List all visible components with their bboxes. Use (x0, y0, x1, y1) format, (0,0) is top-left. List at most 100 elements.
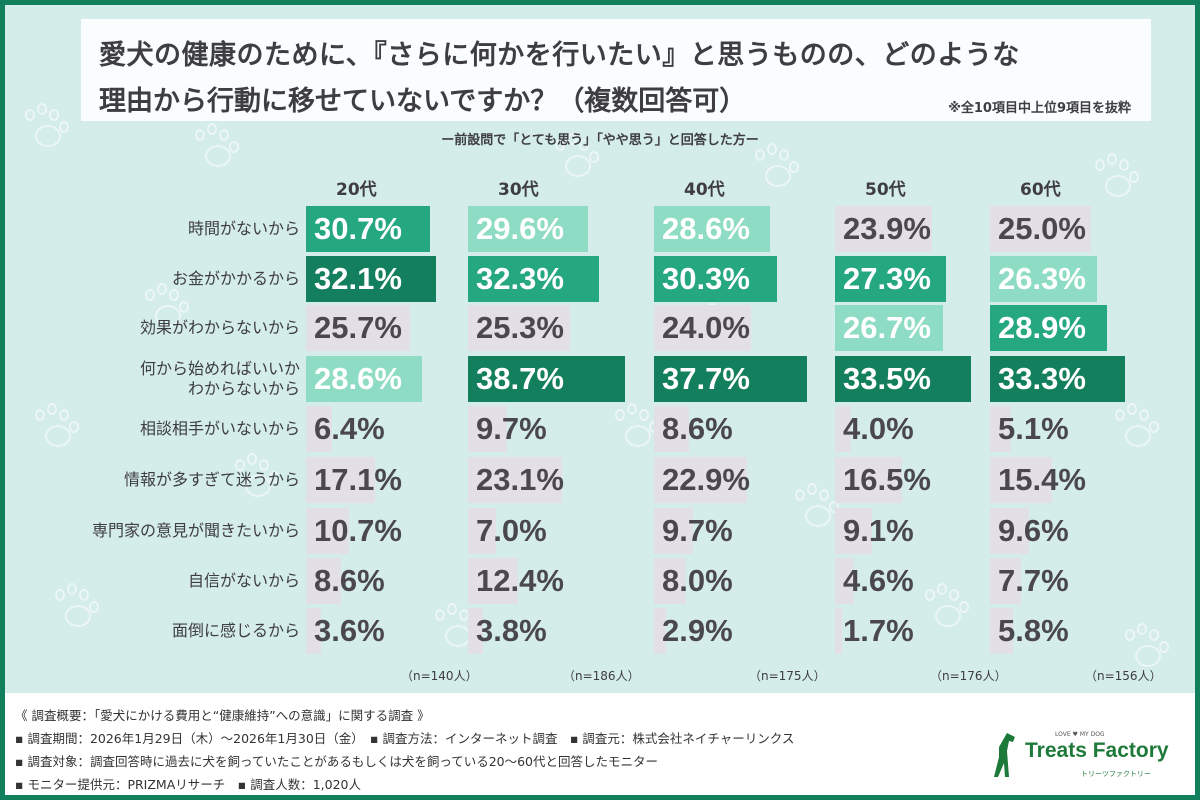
data-label: 30.7% (314, 211, 402, 246)
category-label: 何から始めればいいか わからないから (139, 359, 300, 398)
data-label: 1.7% (843, 613, 914, 648)
sample-size: （n=156人） (1085, 669, 1162, 683)
bar (654, 608, 666, 654)
paw-toe-icon (1139, 409, 1149, 421)
paw-toe-icon (435, 609, 445, 621)
title-line-2: 理由から行動に移せていないですか？（複数回答可） (99, 86, 747, 117)
bar (306, 457, 376, 503)
treats-factory-logo: LOVE ♥ MY DOG Treats Factory トリーツファクトリー (985, 727, 1185, 787)
paw-toe-icon (35, 409, 45, 421)
data-label: 23.1% (476, 462, 564, 497)
paw-toe-icon (1149, 629, 1159, 641)
paw-toe-icon (615, 409, 625, 421)
data-label: 3.8% (476, 613, 547, 648)
data-label: 25.3% (476, 310, 564, 345)
paw-toe-icon (1115, 409, 1125, 421)
bar (306, 256, 436, 302)
paw-toe-icon (1125, 629, 1135, 641)
paw-toe-icon (755, 149, 765, 161)
bar (835, 406, 852, 452)
bar (468, 305, 571, 351)
paw-print-icon (245, 475, 271, 497)
paw-toe-icon (195, 129, 205, 141)
bar (306, 558, 341, 604)
paw-toe-icon (47, 403, 57, 415)
data-label: 37.7% (662, 361, 750, 396)
data-label: 16.5% (843, 462, 931, 497)
paw-toe-icon (789, 161, 799, 173)
paw-print-icon (1125, 425, 1151, 447)
data-label: 3.6% (314, 613, 385, 648)
data-label: 27.3% (843, 261, 931, 296)
dog-silhouette-icon (994, 733, 1015, 777)
bar (306, 508, 350, 554)
sample-size: （n=176人） (930, 669, 1007, 683)
data-label: 12.4% (476, 563, 564, 598)
bar (654, 356, 807, 402)
age-group-header: 40代 (684, 180, 725, 200)
bar (990, 406, 1011, 452)
data-label: 9.7% (476, 411, 547, 446)
data-label: 24.0% (662, 310, 750, 345)
data-label: 28.9% (998, 310, 1086, 345)
paw-toe-icon (589, 151, 599, 163)
bar (468, 356, 625, 402)
bar (990, 608, 1014, 654)
paw-print-icon (65, 605, 91, 627)
bar (306, 305, 411, 351)
paw-toe-icon (555, 139, 565, 151)
infographic: 愛犬の健康のために、『さらに何かを行いたい』と思うものの、どのような 理由から行… (5, 5, 1195, 795)
bar (468, 508, 497, 554)
bar (990, 558, 1022, 604)
summary-heading: 《 調査概要：「愛犬にかける費用と“健康維持”への意識」に関する調査 》 (15, 708, 430, 723)
paw-toe-icon (37, 103, 47, 115)
bar (306, 206, 431, 252)
paw-toe-icon (779, 149, 789, 161)
age-group-header: 60代 (1020, 180, 1061, 200)
paw-toe-icon (25, 109, 35, 121)
bar (306, 406, 332, 452)
paw-toe-icon (925, 589, 935, 601)
bar (990, 356, 1125, 402)
data-label: 6.4% (314, 411, 385, 446)
paw-toe-icon (89, 601, 99, 613)
paw-toe-icon (767, 143, 777, 155)
bar (835, 608, 842, 654)
data-label: 5.8% (998, 613, 1069, 648)
data-label: 30.3% (662, 261, 750, 296)
paw-print-icon (625, 425, 651, 447)
bar (990, 305, 1108, 351)
data-label: 33.5% (843, 361, 931, 396)
paw-print-icon (205, 145, 231, 167)
data-label: 8.0% (662, 563, 733, 598)
paw-toe-icon (169, 289, 179, 301)
data-label: 4.0% (843, 411, 914, 446)
data-label: 8.6% (314, 563, 385, 598)
data-label: 7.7% (998, 563, 1069, 598)
data-label: 38.7% (476, 361, 564, 396)
bar (468, 457, 562, 503)
logo-name: Treats Factory (1025, 739, 1169, 762)
paw-toe-icon (207, 123, 217, 135)
bar (468, 608, 484, 654)
data-label: 28.6% (662, 211, 750, 246)
category-label: お金がかかるから (171, 269, 300, 288)
paw-toe-icon (49, 109, 59, 121)
data-label: 4.6% (843, 563, 914, 598)
bar (654, 508, 694, 554)
logo-tagline: LOVE ♥ MY DOG (1055, 731, 1105, 738)
paw-print-icon (1135, 645, 1161, 667)
bar (468, 206, 588, 252)
data-label: 23.9% (843, 211, 931, 246)
paw-toe-icon (1137, 623, 1147, 635)
paw-toe-icon (1107, 153, 1117, 165)
data-label: 28.6% (314, 361, 402, 396)
data-label: 17.1% (314, 462, 402, 497)
bar (654, 558, 687, 604)
bar (654, 256, 777, 302)
bar (654, 305, 752, 351)
data-label: 32.1% (314, 261, 402, 296)
bar (835, 206, 932, 252)
paw-print-icon (805, 505, 831, 527)
bar (468, 256, 599, 302)
